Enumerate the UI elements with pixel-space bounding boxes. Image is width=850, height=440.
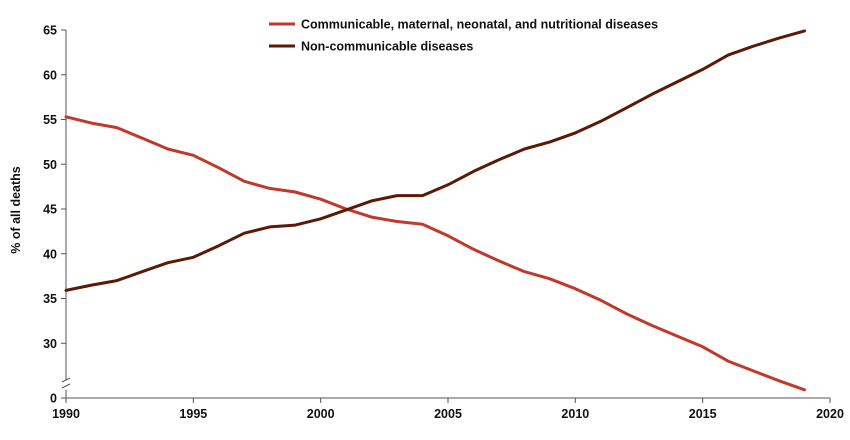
- series-layer: [64, 29, 806, 392]
- x-axis-ticks: 1990 1995 2000 2005 2010 2015 2020: [52, 398, 844, 421]
- y-tick-label-break: 0: [50, 392, 57, 406]
- y-tick-label: 40: [43, 247, 57, 261]
- x-tick-label: 2000: [307, 407, 335, 421]
- x-tick-label: 2015: [689, 407, 717, 421]
- y-tick-label: 55: [43, 113, 57, 127]
- y-axis-break-mark: [61, 377, 71, 389]
- series-line-1: [64, 115, 806, 392]
- y-tick-label: 35: [43, 292, 57, 306]
- legend-label-1: Communicable, maternal, neonatal, and nu…: [301, 18, 658, 32]
- y-axis-ticks: 30 35 40 45 50 55 60 65 0: [43, 24, 66, 406]
- series-line-2: [64, 29, 806, 292]
- x-tick-label: 2005: [434, 407, 462, 421]
- y-tick-label: 60: [43, 68, 57, 82]
- y-axis-title: % of all deaths: [9, 166, 23, 254]
- chart-axes: [61, 30, 830, 399]
- x-tick-label: 2020: [816, 407, 844, 421]
- x-tick-label: 1990: [52, 407, 80, 421]
- legend: Communicable, maternal, neonatal, and nu…: [269, 18, 658, 54]
- legend-label-2: Non-communicable diseases: [301, 40, 473, 54]
- y-tick-label: 30: [43, 337, 57, 351]
- x-tick-label: 1995: [179, 407, 207, 421]
- y-tick-label: 65: [43, 24, 57, 38]
- x-tick-label: 2010: [561, 407, 589, 421]
- y-tick-label: 45: [43, 203, 57, 217]
- y-tick-label: 50: [43, 158, 57, 172]
